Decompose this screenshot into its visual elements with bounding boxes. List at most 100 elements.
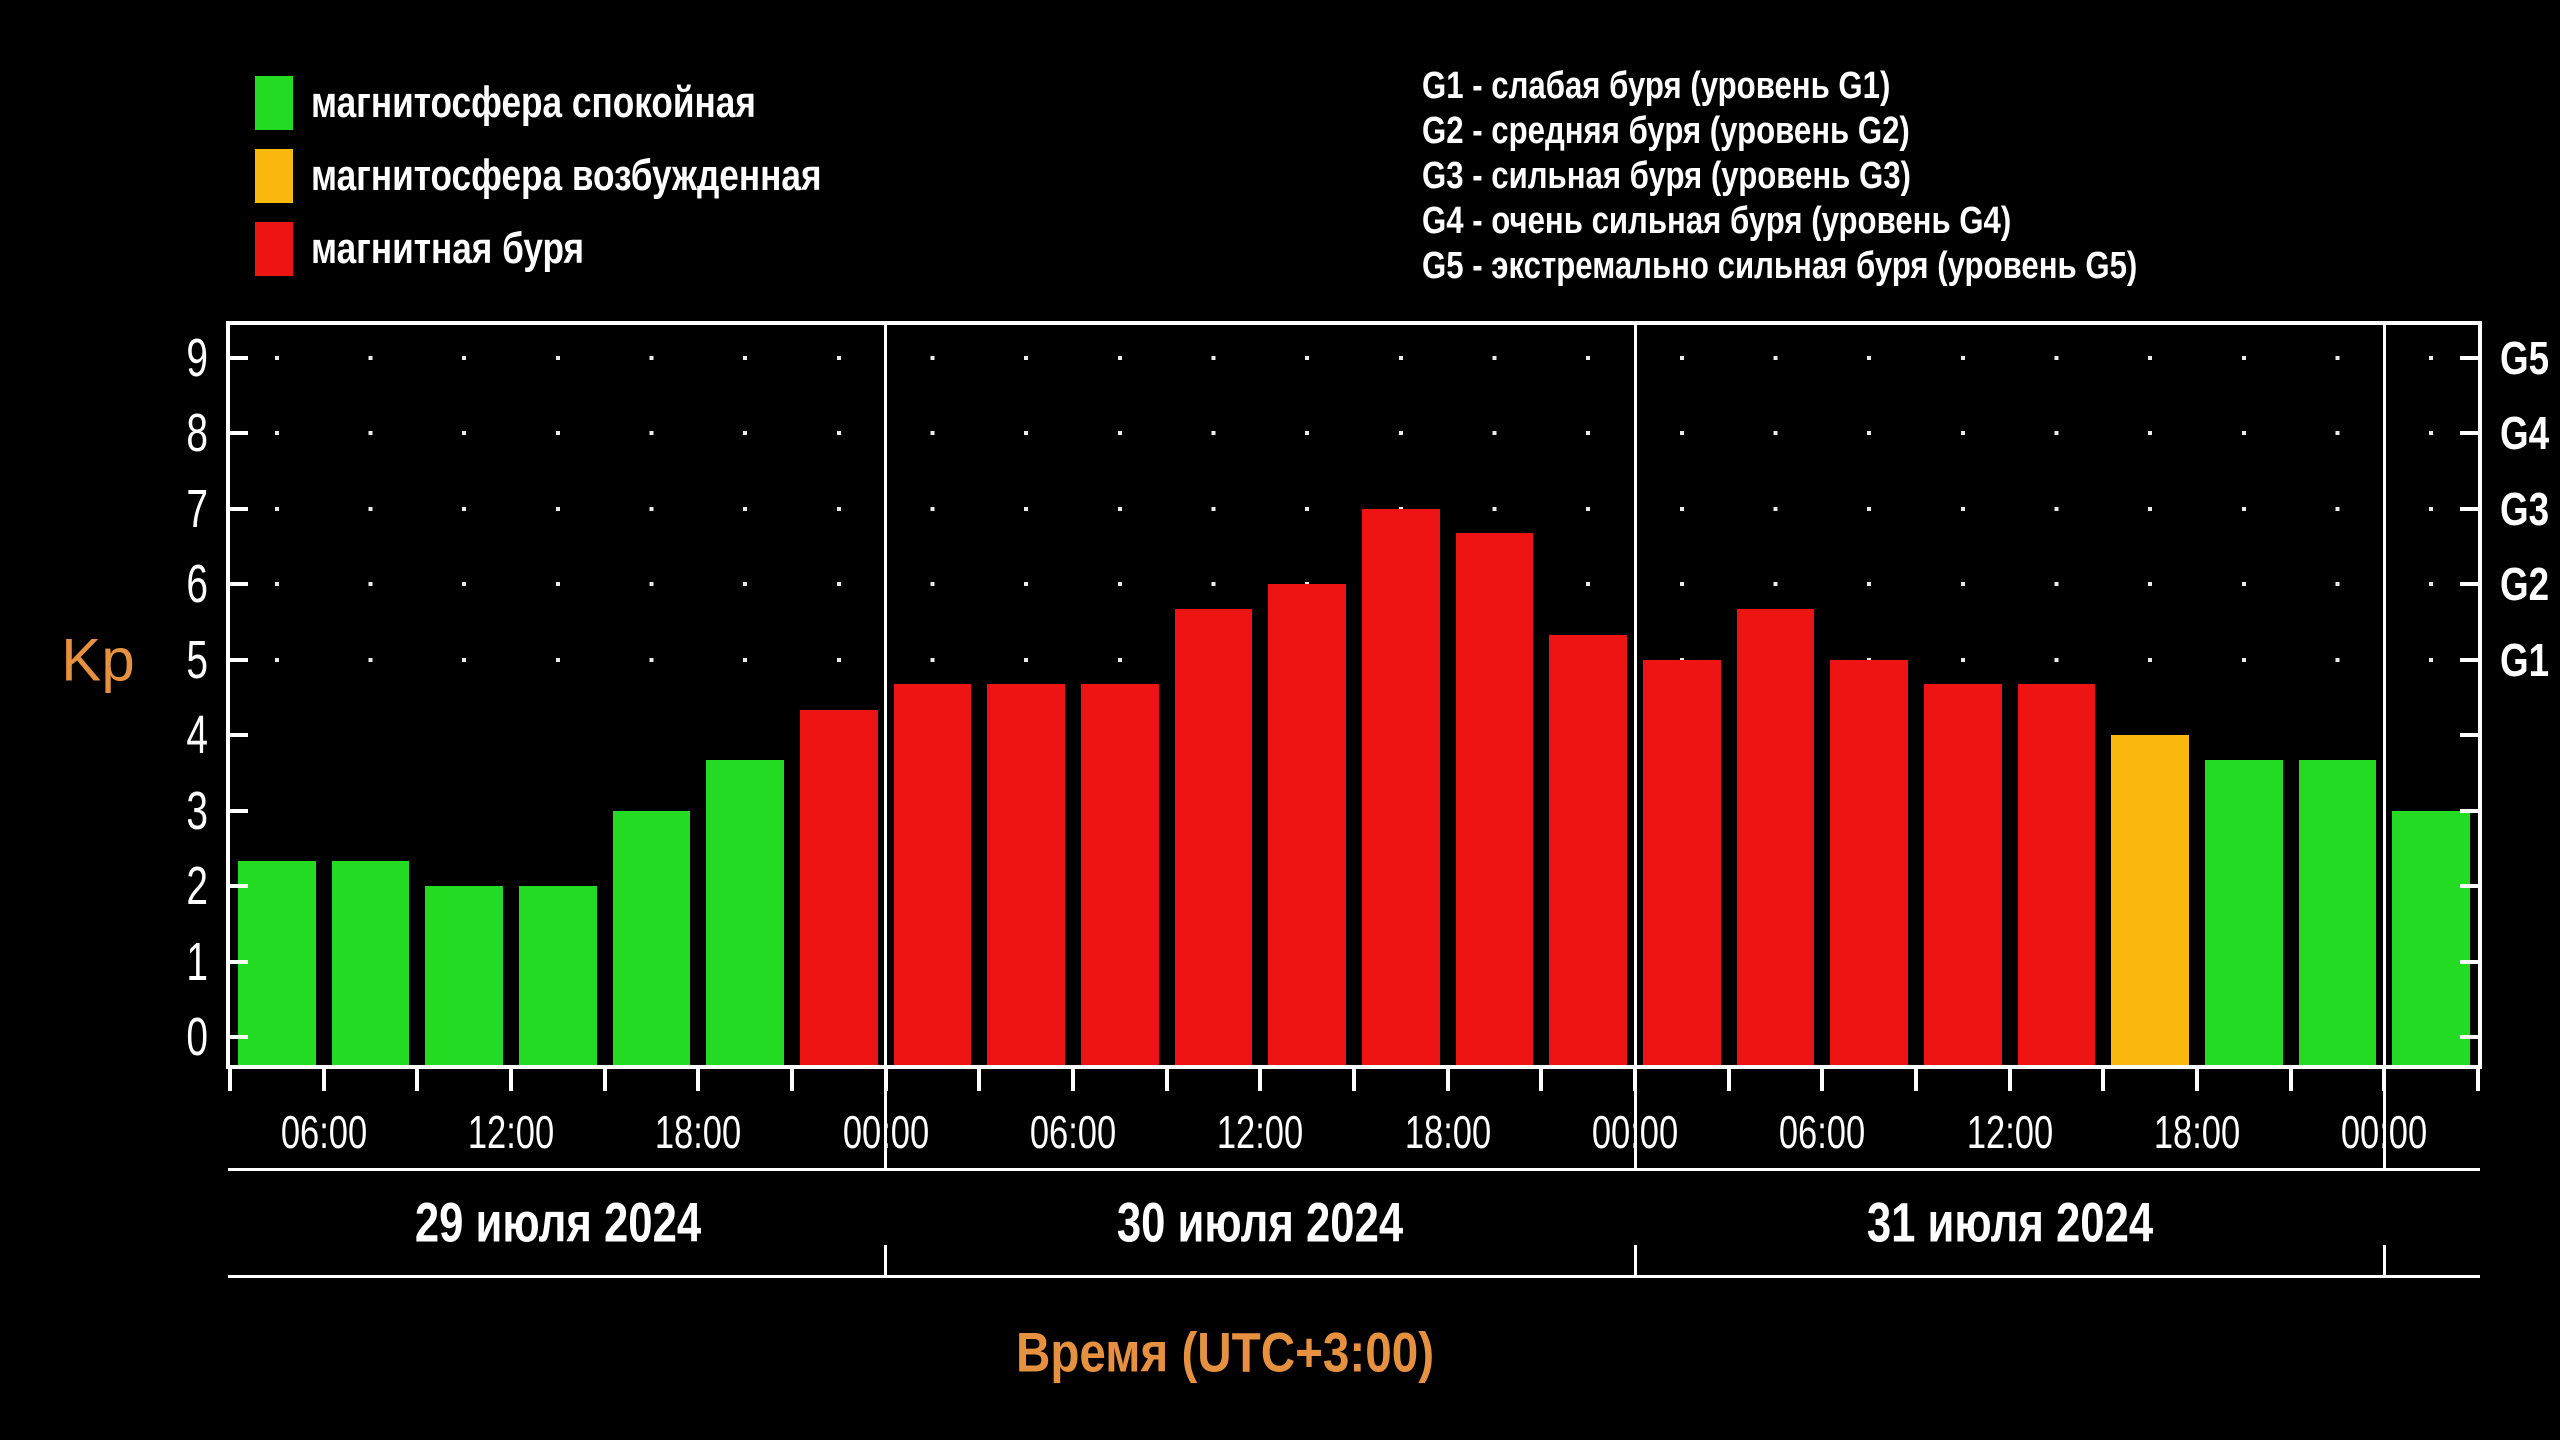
y-axis-tick-label: 9	[186, 327, 208, 388]
kp-bar	[612, 810, 691, 1065]
x-axis-tick	[1071, 1065, 1075, 1091]
y-axis-tick-right	[2460, 884, 2478, 888]
x-axis-tick	[415, 1065, 420, 1091]
x-axis-tick	[321, 1065, 326, 1091]
time-label: 12:00	[1966, 1106, 2053, 1158]
kp-bar	[893, 684, 972, 1065]
y-axis-tick-left	[230, 884, 248, 888]
y-axis-tick-right	[2460, 431, 2478, 435]
x-axis-tick	[883, 1065, 888, 1091]
grid-dots-row	[230, 431, 2478, 435]
x-axis-tick	[1820, 1065, 1825, 1091]
y-axis-title: Kp	[61, 626, 135, 694]
kp-bar	[331, 861, 410, 1065]
x-axis-tick	[1258, 1065, 1263, 1091]
right-axis-label: G2	[2500, 558, 2550, 610]
time-label: 06:00	[1029, 1106, 1117, 1158]
kp-bar	[800, 710, 878, 1065]
time-label: 00:00	[2341, 1106, 2428, 1158]
excited-color-swatch	[255, 148, 293, 203]
storm-scale-line-g1: G1 - слабая буря (уровень G1)	[1422, 65, 1891, 107]
kp-bar	[1081, 684, 1159, 1065]
grid-dots-row	[230, 506, 2478, 511]
kp-bar	[1830, 659, 1908, 1065]
x-axis-tick	[1164, 1065, 1169, 1091]
x-axis-tick	[1539, 1065, 1544, 1091]
time-label: 18:00	[1404, 1106, 1491, 1158]
date-label: 31 июля 2024	[1866, 1190, 2153, 1254]
time-label: 06:00	[280, 1106, 367, 1158]
x-axis-tick	[228, 1065, 232, 1091]
day-separator-line	[884, 325, 888, 1168]
grid-dots-row	[230, 355, 2478, 360]
legend-item-storm: магнитная буря	[255, 212, 949, 285]
x-axis-tick	[977, 1065, 982, 1091]
kp-bar	[2392, 810, 2470, 1065]
grid-dots-row	[230, 582, 2478, 586]
y-axis-tick-right	[2460, 808, 2478, 813]
date-band-tick	[1633, 1245, 1637, 1277]
y-axis-tick-left	[230, 431, 248, 435]
y-axis-tick-label: 7	[186, 478, 208, 539]
y-axis-tick-left	[230, 733, 248, 737]
right-axis-label: G4	[2500, 407, 2550, 459]
x-axis-tick	[2382, 1065, 2387, 1091]
time-label: 00:00	[1591, 1106, 1679, 1158]
kp-bar	[1174, 608, 1253, 1065]
time-label: 18:00	[2153, 1106, 2241, 1158]
legend-item-label: магнитосфера спокойная	[311, 77, 756, 127]
right-axis-label: G3	[2500, 482, 2550, 535]
quiet-color-swatch	[255, 75, 293, 130]
y-axis-tick-label: 3	[186, 780, 208, 841]
date-label: 30 июля 2024	[1117, 1190, 1404, 1254]
y-axis-tick-left	[230, 506, 248, 511]
x-axis-tick	[696, 1065, 701, 1091]
time-label: 18:00	[655, 1106, 742, 1158]
y-axis-tick-label: 6	[186, 554, 208, 614]
y-axis-tick-left	[230, 582, 248, 586]
storm-color-swatch	[255, 221, 293, 276]
y-axis-tick-left	[230, 808, 248, 813]
kp-bar	[2205, 759, 2283, 1065]
y-axis-tick-label: 4	[186, 705, 208, 765]
right-axis-label: G1	[2500, 633, 2550, 686]
x-axis-tick	[790, 1065, 794, 1091]
kp-bar	[1549, 634, 1627, 1065]
kp-bar	[1362, 508, 1440, 1065]
y-axis-tick-label: 5	[186, 629, 208, 690]
day-separator-line	[2382, 325, 2386, 1168]
kp-bar	[2111, 735, 2189, 1065]
kp-bar	[2298, 759, 2377, 1065]
y-axis-tick-left	[230, 355, 248, 360]
date-band-tick	[2382, 1245, 2386, 1277]
x-axis-title: Время (UTC+3:00)	[1015, 1320, 1435, 1384]
kp-bar	[987, 684, 1065, 1065]
kp-bar	[1268, 584, 1346, 1065]
kp-bar	[2017, 684, 2096, 1065]
kp-bar	[1736, 608, 1815, 1065]
y-axis-tick-right	[2460, 582, 2478, 586]
storm-scale-line-g3: G3 - сильная буря (уровень G3)	[1422, 155, 1911, 197]
x-axis-tick	[1914, 1065, 1918, 1091]
time-label: 12:00	[1217, 1106, 1304, 1158]
kp-bar	[519, 886, 597, 1065]
y-axis-tick-right	[2460, 657, 2478, 662]
time-label: 06:00	[1779, 1106, 1866, 1158]
magnetosphere-legend: магнитосфера спокойная магнитосфера возб…	[255, 66, 949, 285]
x-axis-tick	[2195, 1065, 2199, 1091]
x-axis-tick	[2476, 1065, 2480, 1091]
kp-bar	[238, 861, 316, 1065]
legend-item-label: магнитосфера возбужденная	[311, 150, 822, 200]
y-axis-tick-left	[230, 959, 248, 964]
storm-scale-legend: G1 - слабая буря (уровень G1) G2 - средн…	[1422, 64, 2294, 289]
kp-bar	[706, 759, 784, 1065]
y-axis-tick-left	[230, 657, 248, 662]
legend-item-label: магнитная буря	[311, 223, 585, 273]
storm-scale-line-g5: G5 - экстремально сильная буря (уровень …	[1422, 245, 2138, 287]
x-axis-tick	[1445, 1065, 1450, 1091]
y-axis-tick-right	[2460, 1035, 2478, 1039]
x-axis-tick	[1352, 1065, 1356, 1091]
x-axis-tick	[1633, 1065, 1637, 1091]
kp-bar	[1643, 659, 1721, 1065]
